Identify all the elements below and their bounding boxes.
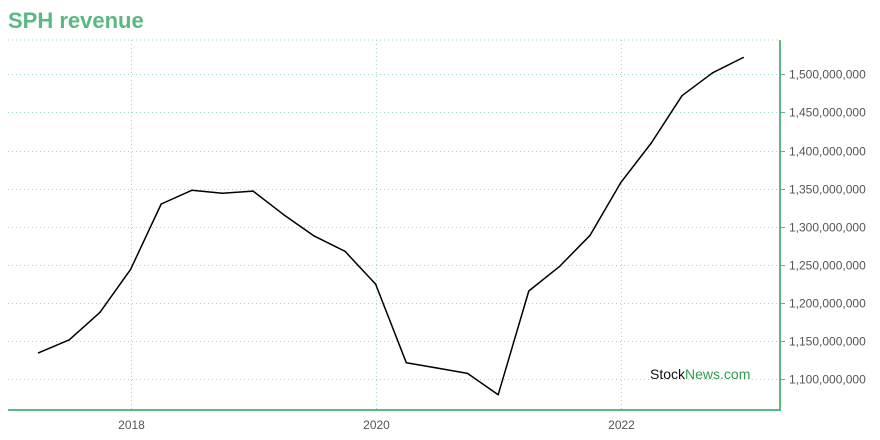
data-point [589, 234, 591, 237]
watermark: StockNews.com [650, 366, 750, 382]
chart-title: SPH revenue [8, 8, 144, 33]
data-point [436, 367, 438, 369]
data-point [558, 265, 561, 268]
series-layer [37, 56, 744, 396]
data-point [681, 94, 683, 97]
x-tick-label: 2020 [363, 418, 390, 432]
data-point [650, 142, 653, 144]
data-point [619, 181, 622, 184]
data-point [252, 190, 254, 192]
data-point [221, 192, 224, 195]
data-point [528, 290, 530, 292]
data-point [497, 393, 500, 396]
data-point [344, 250, 346, 253]
data-point [129, 268, 132, 271]
y-tick-label: 1,500,000,000 [789, 68, 866, 82]
data-point [282, 213, 285, 216]
data-point [37, 352, 40, 354]
y-tick-label: 1,250,000,000 [789, 259, 866, 273]
y-tick-label: 1,200,000,000 [789, 297, 866, 311]
y-tick-label: 1,150,000,000 [789, 335, 866, 349]
x-tick-label: 2022 [608, 418, 635, 432]
watermark-part-stock: Stock [650, 366, 686, 382]
x-axis-ticks: 2018 2020 2022 [118, 418, 635, 432]
data-point [160, 203, 162, 205]
data-point [711, 72, 714, 74]
grid-lines [8, 39, 780, 410]
axes [8, 40, 781, 411]
data-point [466, 372, 469, 375]
data-point [68, 339, 71, 341]
watermark-part-com: .com [720, 366, 750, 382]
y-tick-label: 1,100,000,000 [789, 373, 866, 387]
data-point [99, 311, 101, 314]
y-tick-label: 1,300,000,000 [789, 221, 866, 235]
data-point [313, 235, 316, 237]
y-tick-label: 1,350,000,000 [789, 183, 866, 197]
series-line [38, 56, 744, 396]
watermark-part-news: News [685, 366, 720, 382]
y-tick-label: 1,400,000,000 [789, 145, 866, 159]
data-point [191, 189, 193, 192]
data-point [374, 283, 377, 285]
y-axis-ticks: 1,100,000,000 1,150,000,000 1,200,000,000 1… [780, 68, 866, 387]
data-point [405, 361, 408, 364]
y-tick-label: 1,450,000,000 [789, 106, 866, 120]
x-tick-label: 2018 [118, 418, 145, 432]
data-point [742, 56, 744, 59]
